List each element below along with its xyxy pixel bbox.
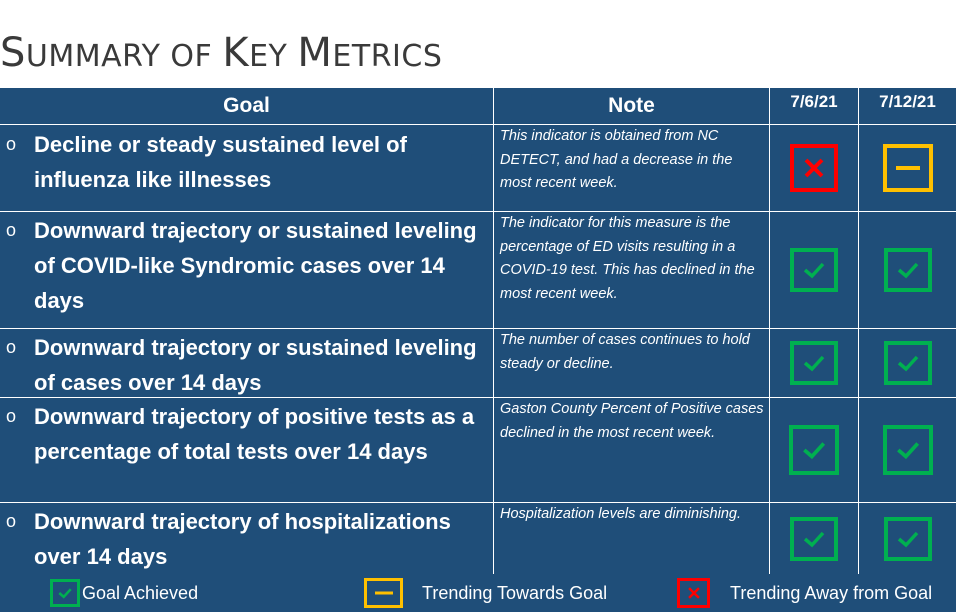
date-header-1: 7/6/21 [770,88,859,125]
check-icon [883,341,932,385]
note-text: The indicator for this measure is the pe… [494,212,770,329]
legend-achieved: Goal Achieved [50,574,198,612]
status-cell [859,329,956,398]
note-header: Note [494,88,770,125]
status-cell [770,398,859,503]
check-icon [789,425,839,475]
check-icon [883,516,932,561]
legend-label: Trending Away from Goal [730,582,933,603]
check-icon [790,341,838,385]
status-cell [770,329,859,398]
goal-text: Downward trajectory or sustained levelin… [34,335,477,395]
legend-label: Goal Achieved [82,582,199,603]
legend-towards: Trending Towards Goal [364,574,607,612]
goal-cell: o Downward trajectory of hospitalization… [0,503,494,574]
check-icon [50,579,80,607]
goal-cell: o Downward trajectory or sustained level… [0,212,494,329]
status-cell [859,212,956,329]
goal-header: Goal [0,88,494,125]
note-text: The number of cases continues to hold st… [494,329,770,398]
dash-icon [364,578,403,608]
bullet-icon: o [6,134,17,154]
check-icon [790,516,838,561]
goal-cell: o Downward trajectory or sustained level… [0,329,494,398]
status-cell [770,212,859,329]
page-title: SUMMARY OF KEY METRICS [0,30,443,76]
bullet-icon: o [6,511,17,531]
goal-text: Downward trajectory of positive tests as… [34,404,475,464]
status-cell [859,398,956,503]
note-text: Gaston County Percent of Positive cases … [494,398,770,503]
metrics-table: Goal Note 7/6/21 7/12/21 o Decline or st… [0,88,956,574]
goal-text: Downward trajectory or sustained levelin… [34,218,477,313]
dash-icon [882,144,933,192]
legend-away: Trending Away from Goal [677,574,932,612]
bullet-icon: o [6,406,17,426]
status-cell [859,125,956,212]
legend-label: Trending Towards Goal [422,582,608,603]
status-cell [770,125,859,212]
check-icon [883,248,932,292]
bullet-icon: o [6,220,17,240]
note-text: Hospitalization levels are diminishing. [494,503,770,574]
x-icon [790,144,838,192]
status-cell [859,503,956,574]
goal-cell: o Decline or steady sustained level of i… [0,125,494,212]
goal-cell: o Downward trajectory of positive tests … [0,398,494,503]
goal-text: Decline or steady sustained level of inf… [34,132,407,192]
status-cell [770,503,859,574]
check-icon [882,425,933,475]
legend: Goal Achieved Trending Towards Goal Tren… [0,574,956,612]
bullet-icon: o [6,337,17,357]
x-icon [677,578,710,608]
date-header-2: 7/12/21 [859,88,956,125]
goal-text: Downward trajectory of hospitalizations … [34,509,451,569]
note-text: This indicator is obtained from NC DETEC… [494,125,770,212]
check-icon [790,248,838,292]
